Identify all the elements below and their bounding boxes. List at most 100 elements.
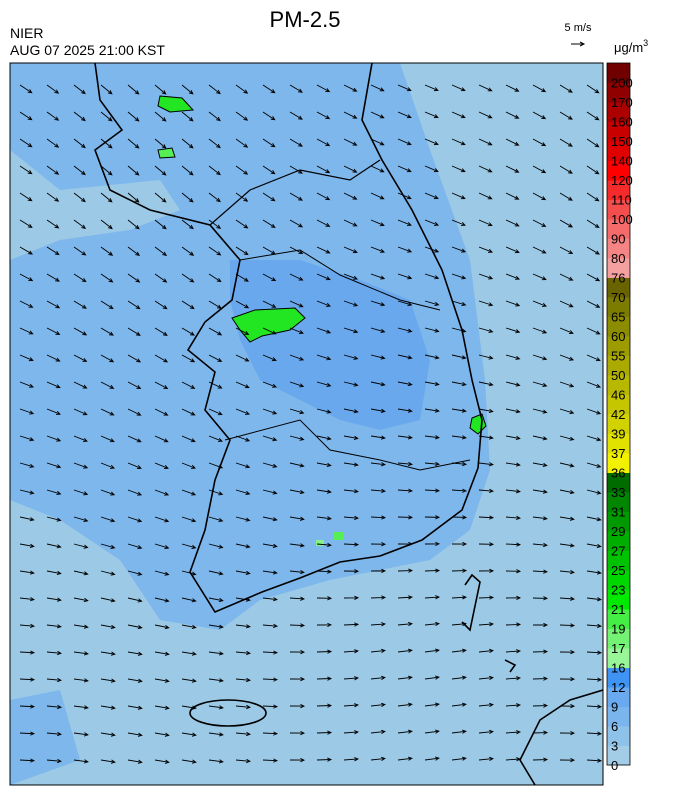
wind-arrow [100, 138, 113, 149]
wind-arrow [46, 354, 61, 362]
wind-arrow [478, 675, 494, 681]
colorbar-label: 27 [611, 544, 625, 559]
colorbar-segment [607, 472, 630, 493]
wind-scale-label: 5 m/s [565, 22, 592, 34]
wind-arrow [505, 354, 521, 360]
colorbar-segment [607, 199, 630, 220]
wind-arrow [316, 596, 333, 601]
wind-arrow [46, 300, 61, 309]
wind-arrow [451, 595, 468, 600]
wind-arrow [343, 595, 360, 600]
wind-arrow [208, 597, 224, 603]
wind-arrow [505, 327, 521, 334]
wind-arrow [100, 516, 116, 523]
wind-arrow [343, 622, 360, 627]
wind-arrow [73, 570, 89, 576]
wind-arrow [181, 165, 194, 176]
wind-arrow [343, 703, 360, 708]
wind-arrow [181, 408, 196, 416]
colorbar-segment [607, 82, 630, 103]
wind-arrow [370, 595, 387, 600]
colorbar-segment [607, 141, 630, 161]
wind-field [19, 84, 603, 764]
wind-arrow [451, 381, 467, 387]
wind-arrow [154, 354, 169, 363]
wind-arrow [559, 273, 574, 281]
wind-arrow [532, 516, 548, 521]
wind-arrow [505, 219, 520, 227]
wind-arrow [73, 705, 89, 710]
wind-arrow [451, 488, 468, 493]
colorbar-segment [607, 375, 630, 395]
wind-arrow [208, 705, 224, 710]
wind-arrow [100, 273, 114, 283]
wind-arrow [235, 489, 251, 495]
wind-arrow [343, 84, 358, 92]
wind-arrow [370, 622, 387, 627]
wind-arrow [181, 570, 197, 576]
wind-arrow [208, 543, 224, 549]
wind-arrow [532, 622, 549, 628]
wind-arrow [424, 300, 440, 306]
wind-arrow [289, 381, 305, 388]
wind-arrow [424, 435, 440, 440]
wind-arrow [451, 300, 467, 307]
wind-arrow [316, 327, 332, 334]
wind-arrow [586, 462, 602, 468]
green-area [316, 540, 324, 546]
wind-arrow [451, 675, 467, 680]
colorbar-label: 80 [611, 251, 625, 266]
wind-arrow [586, 435, 602, 442]
wind-arrow [532, 138, 547, 147]
wind-arrow [505, 435, 521, 440]
wind-arrow [154, 327, 168, 336]
wind-arrow [289, 327, 304, 334]
wind-arrow [262, 462, 278, 468]
wind-arrow [289, 596, 306, 601]
colorbar-frame [606, 62, 631, 766]
wind-arrow [73, 732, 89, 737]
wind-arrow [397, 84, 412, 92]
wind-arrow [19, 516, 35, 522]
unit-sup: 3 [643, 38, 648, 48]
wind-arrow [424, 246, 440, 253]
wind-arrow [343, 462, 359, 467]
wind-arrow [127, 138, 140, 149]
map [10, 63, 603, 785]
wind-arrow [181, 705, 197, 710]
wind-arrow [235, 219, 249, 229]
wind-arrow [289, 543, 305, 548]
wind-arrow [73, 462, 89, 469]
wind-arrow [100, 705, 116, 710]
unit: μg/m3 [614, 38, 648, 55]
wind-arrow [586, 731, 603, 736]
wind-arrow [532, 649, 549, 654]
colorbar-segment [607, 238, 630, 259]
wind-arrow [532, 489, 548, 494]
wind-arrow [46, 516, 62, 522]
wind-arrow [235, 570, 251, 576]
wind-arrow [235, 408, 250, 415]
wind-arrow [505, 300, 521, 307]
wind-arrow [208, 462, 224, 469]
colorbar-label: 12 [611, 680, 625, 695]
wind-arrow [370, 84, 385, 92]
wind-arrow [46, 489, 62, 495]
wind-arrow [19, 543, 35, 548]
colorbar: 0369121617192123252729313336373942465055… [606, 62, 633, 773]
wind-arrow [451, 408, 467, 413]
wind-arrow [154, 462, 169, 469]
wind-arrow [343, 435, 359, 440]
colorbar-segment [607, 121, 630, 142]
wind-arrow [289, 730, 306, 736]
wind-arrow [100, 192, 113, 203]
wind-arrow [586, 111, 600, 121]
wind-arrow [289, 273, 304, 281]
wind-arrow [478, 542, 495, 547]
wind-arrow [154, 624, 170, 630]
wind-arrow [19, 354, 34, 362]
colorbar-segment [607, 180, 630, 200]
wind-arrow [370, 246, 386, 253]
colorbar-label: 42 [611, 407, 625, 422]
wind-arrow [235, 354, 250, 362]
